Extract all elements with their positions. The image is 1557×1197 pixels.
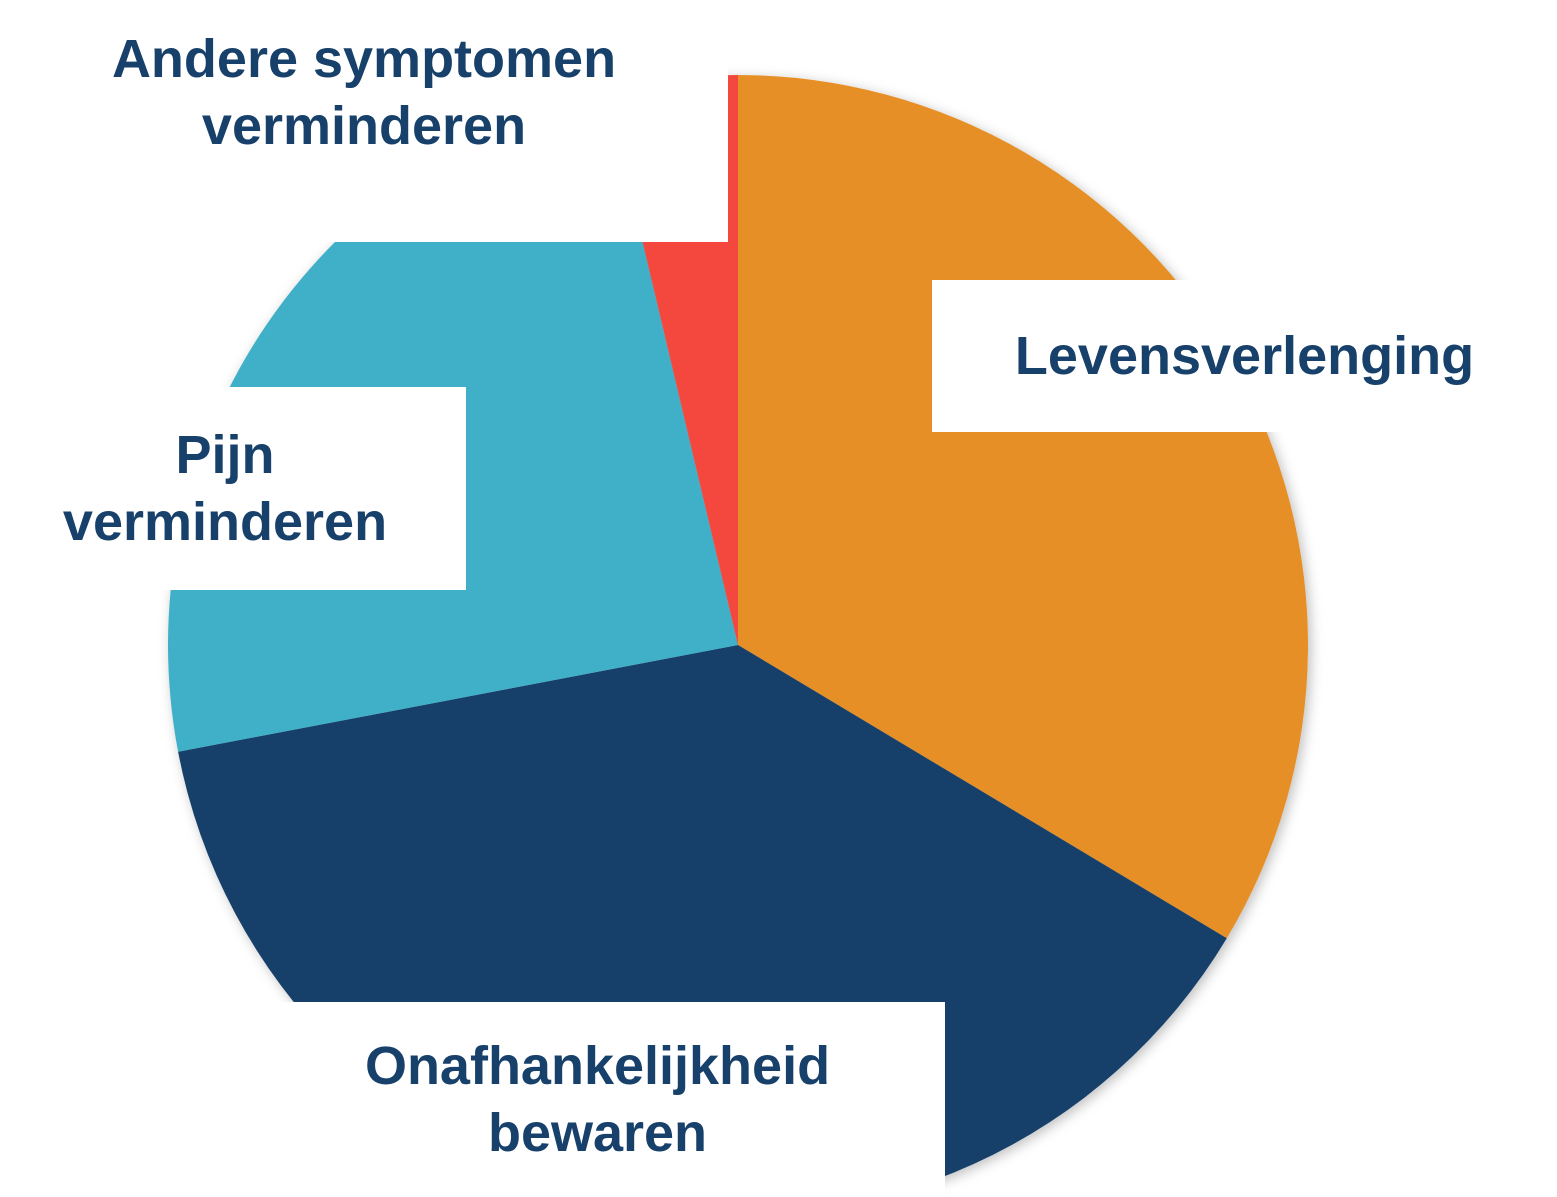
label-box: Onafhankelijkheid bewaren [250,1002,945,1197]
slice-label: Pijn verminderen [62,424,388,552]
slice-label: Andere symptomen verminderen [111,29,617,156]
label-box: Andere symptomen verminderen [0,0,728,242]
slice-label: Onafhankelijkheid bewaren [364,1035,831,1163]
slice-label: Levensverlenging [1014,325,1475,386]
label-box: Pijn verminderen [0,387,466,590]
label-box: Levensverlenging [932,280,1557,432]
